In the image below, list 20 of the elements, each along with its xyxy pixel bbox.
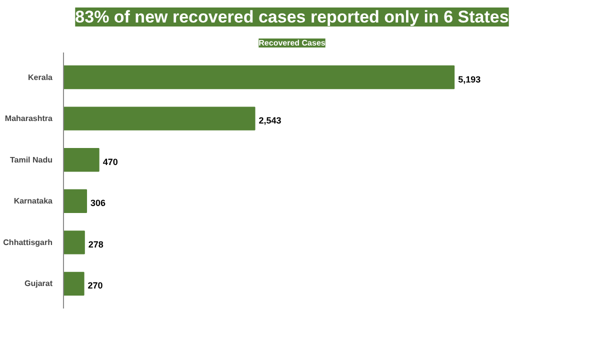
data-label: 470 <box>102 156 118 167</box>
y-tick-label: Gujarat <box>24 279 53 288</box>
bar <box>64 230 85 254</box>
bar <box>64 272 84 296</box>
bar <box>64 148 100 172</box>
data-label: 270 <box>88 280 103 291</box>
y-tick-label: Karnataka <box>14 196 54 206</box>
y-tick-label: Tamil Nadu <box>10 155 53 164</box>
data-label: 278 <box>88 239 104 250</box>
bar <box>64 65 455 90</box>
y-tick-label: Maharashtra <box>4 114 54 124</box>
data-label: 2,543 <box>258 116 282 126</box>
bar <box>64 189 88 213</box>
data-label: 306 <box>90 198 106 208</box>
data-label: 5,193 <box>458 74 481 84</box>
y-tick-label: Kerala <box>28 72 54 82</box>
chart-subtitle: Recovered Cases <box>258 38 326 48</box>
chart-title: 83% of new recovered cases reported only in 6 States <box>75 8 509 26</box>
bar <box>64 106 256 130</box>
y-tick-label: Chhattisgarh <box>3 238 53 247</box>
